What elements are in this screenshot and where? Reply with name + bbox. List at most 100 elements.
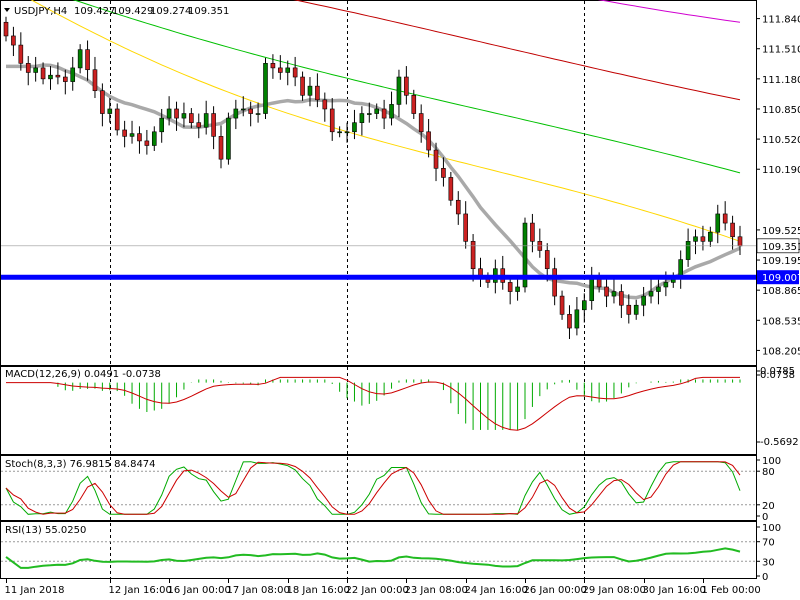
period-separators (110, 1, 585, 578)
candle (159, 108, 164, 143)
time-tick-label: 23 Jan 08:00 (405, 585, 468, 596)
support-price-tag (757, 270, 799, 285)
bear-candle-body (381, 108, 387, 119)
stoch-header: Stoch(8,3,3) 76.9815 84.8474 (5, 459, 156, 470)
candle (381, 99, 387, 130)
bull-candle-body (389, 104, 394, 119)
candle (33, 56, 38, 82)
bear-candle-body (315, 85, 320, 101)
candle (648, 278, 654, 304)
bear-candle-body (426, 131, 431, 151)
bear-candle-body (122, 129, 127, 137)
rsi-tick-label: 0 (762, 572, 768, 583)
candle (278, 55, 283, 80)
close-value: 109.351 (188, 6, 229, 17)
candle (507, 275, 513, 305)
bull-candle-body (708, 231, 713, 242)
candle (315, 73, 320, 108)
bull-candle-body (656, 286, 661, 292)
bull-candle-body (33, 67, 38, 73)
candle (396, 69, 402, 118)
ma-magenta-line (597, 0, 741, 23)
price-tick-label: 111.180 (762, 75, 800, 86)
candle (92, 56, 98, 99)
bear-candle-body (604, 286, 609, 297)
ma-yellow-line (30, 0, 741, 242)
collapse-triangle-icon[interactable] (4, 8, 10, 12)
candle (730, 215, 735, 250)
bear-candle-body (40, 67, 46, 80)
bear-candle-body (737, 236, 743, 247)
macd-signal-line (6, 376, 740, 431)
bear-candle-body (463, 213, 468, 242)
price-tick-label: 108.205 (762, 346, 800, 357)
bull-candle-body (641, 295, 646, 306)
candle (700, 225, 706, 251)
candle (40, 62, 46, 85)
candle (122, 120, 127, 148)
bull-candle-body (151, 131, 157, 146)
candle (337, 126, 342, 138)
candle (255, 102, 261, 123)
price-tick-label: 108.535 (762, 316, 800, 327)
candle (374, 103, 380, 120)
bear-candle-body (448, 177, 454, 201)
bull-candle-body (344, 131, 350, 134)
bull-candle-body (522, 222, 528, 288)
candle (3, 16, 9, 42)
candle (263, 57, 268, 120)
candle (567, 305, 572, 340)
current-price-label: 109.351 (762, 242, 800, 253)
time-tick-label: 1 Feb 00:00 (702, 585, 761, 596)
bear-candle-body (418, 113, 424, 133)
bull-candle-body (255, 113, 261, 115)
stoch-tick-label: 20 (762, 501, 775, 512)
bull-candle-body (337, 131, 342, 134)
rsi-tick-label: 100 (762, 523, 781, 534)
stoch-panel-frame (0, 455, 757, 521)
bull-candle-body (715, 213, 721, 233)
candle (582, 293, 587, 323)
time-tick-label: 24 Jan 16:00 (465, 585, 528, 596)
bull-candle-body (70, 67, 76, 82)
candle (522, 217, 528, 293)
high-value: 109.429 (112, 6, 153, 17)
bear-candle-body (700, 236, 706, 242)
bear-candle-body (567, 314, 572, 329)
candle (322, 92, 328, 122)
bear-candle-body (189, 113, 194, 123)
candle (189, 108, 194, 129)
candle (144, 129, 150, 155)
price-tick-label: 111.840 (762, 15, 800, 26)
bull-candle-body (181, 113, 187, 119)
bear-candle-body (470, 241, 476, 270)
candle (85, 40, 90, 81)
candle (77, 44, 83, 74)
ma-fast-line (6, 63, 741, 300)
candle (300, 71, 305, 101)
bull-candle-body (359, 113, 365, 123)
bear-candle-body (63, 76, 68, 82)
candle (100, 83, 105, 127)
bear-candle-body (322, 99, 328, 110)
candle (218, 125, 224, 169)
bull-candle-body (693, 236, 698, 242)
candle (352, 109, 357, 140)
bear-candle-body (3, 21, 9, 37)
candle (366, 102, 372, 123)
price-tick-label: 110.850 (762, 105, 800, 116)
candle (626, 294, 632, 324)
candle (404, 66, 409, 105)
candle (418, 104, 424, 143)
candle (678, 250, 683, 289)
bull-candle-body (366, 113, 372, 115)
candle (500, 255, 506, 290)
time-tick-label: 18 Jan 16:00 (287, 585, 350, 596)
candle (248, 101, 253, 127)
candle (151, 126, 157, 151)
candle (433, 142, 439, 182)
open-value: 109.427 (74, 6, 115, 17)
bull-candle-body (515, 286, 520, 292)
